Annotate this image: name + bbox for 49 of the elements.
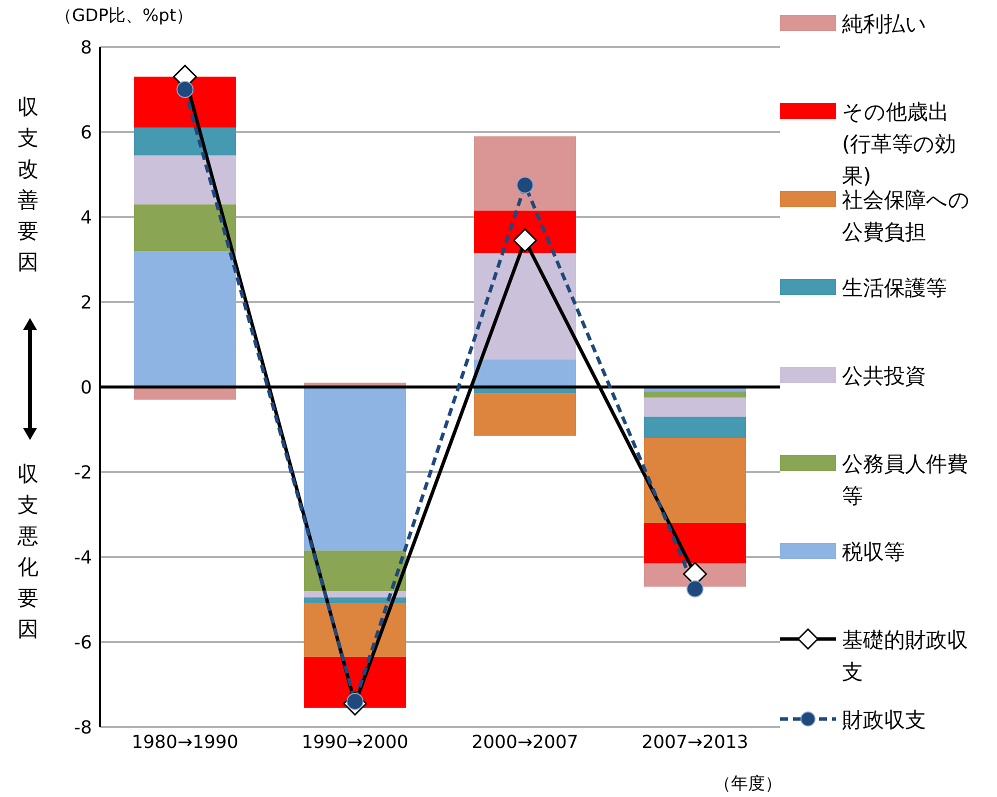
bar (304, 597, 406, 604)
x-tick-label: 1990→2000 (302, 732, 408, 753)
y-tick-label: -4 (74, 547, 92, 568)
y-tick-label: 2 (80, 292, 92, 314)
bar (304, 387, 406, 551)
y-tick-label: 4 (80, 207, 92, 228)
bar (134, 251, 236, 387)
y-axis-title: （GDP比、%pt） (55, 5, 194, 27)
text: 収支改善要因 (16, 94, 40, 276)
y-tick-label: -2 (74, 462, 92, 484)
bar (134, 76, 236, 128)
legend-label: 純利払い (842, 11, 928, 38)
legend-label: 基礎的財政収支 (842, 627, 969, 686)
x-axis-title: （年度） (714, 773, 782, 795)
y-tick-label: 8 (80, 37, 92, 58)
y-tick-label: 6 (80, 122, 92, 144)
bar (474, 359, 576, 387)
legend-label: 財政収支 (842, 707, 927, 734)
point (513, 228, 537, 252)
bar (304, 591, 406, 598)
bar (644, 398, 746, 417)
legend-label: 生活保護等 (842, 275, 948, 302)
bar (304, 550, 406, 591)
legend-label: 公共投資 (842, 363, 927, 390)
legend-label: 公務員人件費等 (842, 451, 969, 510)
y-tick-label: -8 (74, 717, 92, 738)
bar (304, 604, 406, 657)
y-tick-label: -6 (74, 632, 92, 654)
bar (644, 416, 746, 438)
legend-label: 社会保障への公費負担 (842, 187, 971, 246)
bar (474, 393, 576, 436)
x-tick-label: 2000→2007 (472, 732, 578, 753)
point (516, 176, 534, 194)
bar (134, 128, 236, 156)
y-tick-label: 0 (80, 377, 92, 398)
text: 収支悪化要因 (16, 461, 40, 643)
bar (474, 253, 576, 360)
bar (644, 523, 746, 564)
legend-label: その他歳出(行革等の効果) (842, 99, 958, 190)
bar (474, 136, 576, 211)
point (686, 580, 704, 598)
x-tick-label: 1980→1990 (132, 732, 238, 753)
x-tick-label: 2007→2013 (642, 732, 748, 753)
legend-label: 税収等 (842, 539, 906, 566)
bar (134, 155, 236, 204)
bar (644, 438, 746, 523)
point (176, 81, 194, 98)
bar (644, 391, 746, 398)
bar (134, 204, 236, 251)
